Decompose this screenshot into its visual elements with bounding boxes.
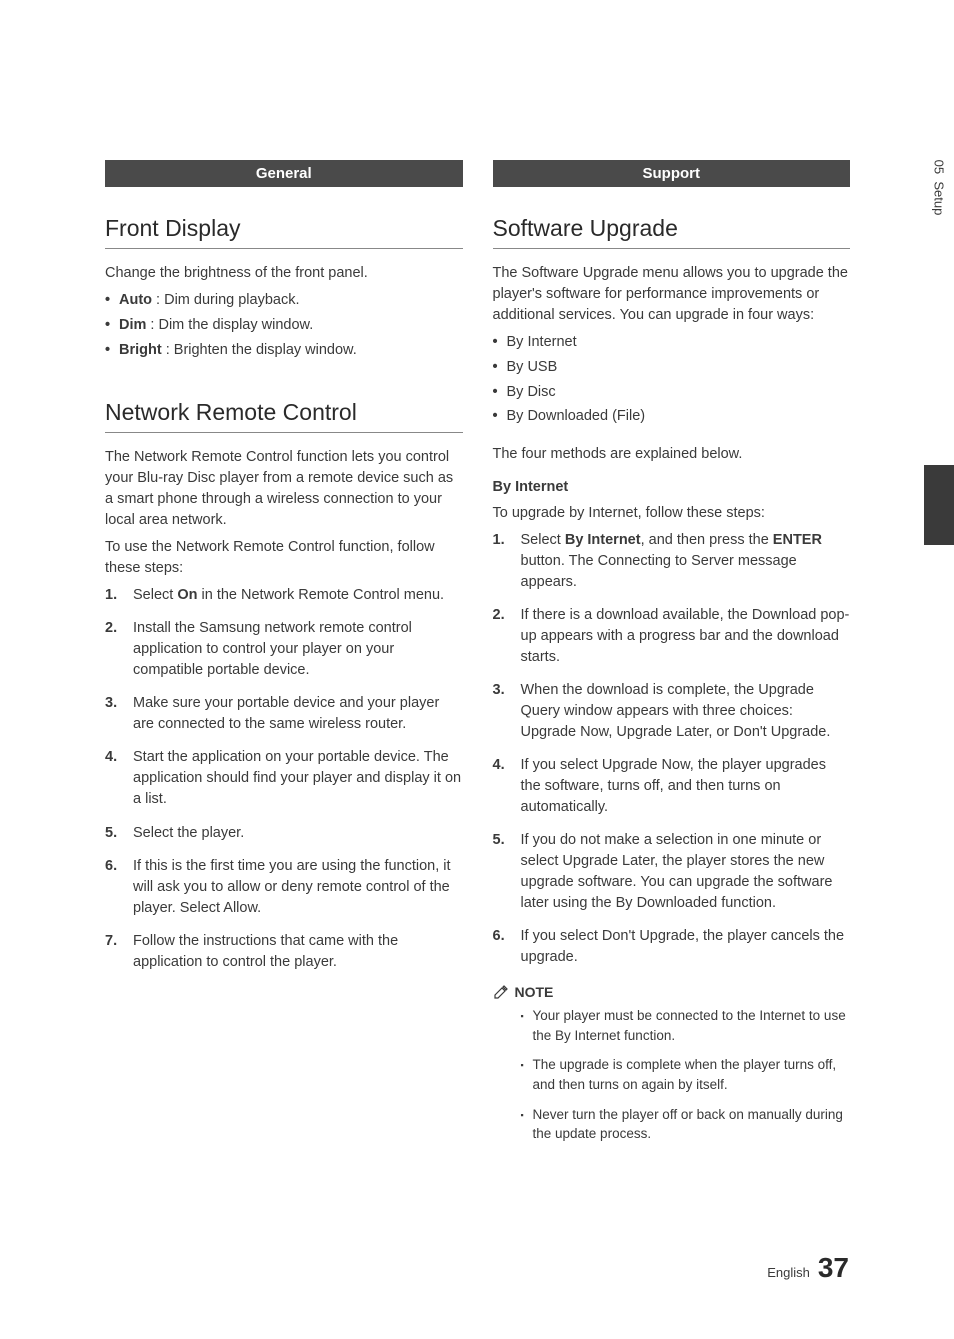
list-item: By Internet [493, 332, 851, 354]
network-remote-title: Network Remote Control [105, 399, 463, 426]
list-item: Install the Samsung network remote contr… [105, 618, 463, 681]
right-column: Support Software Upgrade The Software Up… [493, 160, 851, 1154]
list-item: Bright : Brighten the display window. [105, 340, 463, 362]
pencil-icon [493, 984, 509, 1000]
network-remote-p1: The Network Remote Control function lets… [105, 447, 463, 531]
software-upgrade-outro: The four methods are explained below. [493, 444, 851, 465]
list-item: Never turn the player off or back on man… [521, 1105, 851, 1144]
rule [105, 248, 463, 249]
list-item: If you select Don't Upgrade, the player … [493, 926, 851, 968]
by-internet-steps: Select By Internet, and then press the E… [493, 530, 851, 968]
list-item: By USB [493, 357, 851, 379]
list-item: If this is the first time you are using … [105, 856, 463, 919]
rule [493, 248, 851, 249]
page-content: General Front Display Change the brightn… [105, 160, 850, 1154]
list-item: Follow the instructions that came with t… [105, 931, 463, 973]
side-tab: 05 Setup [924, 160, 954, 545]
list-item: Select On in the Network Remote Control … [105, 585, 463, 606]
side-chapter-label: 05 Setup [932, 160, 947, 216]
list-item: Auto : Dim during playback. [105, 290, 463, 312]
general-header: General [105, 160, 463, 187]
list-item: Start the application on your portable d… [105, 747, 463, 810]
list-item: If you select Upgrade Now, the player up… [493, 755, 851, 818]
list-item: By Downloaded (File) [493, 406, 851, 428]
list-item: When the download is complete, the Upgra… [493, 680, 851, 743]
upgrade-methods-bullets: By Internet By USB By Disc By Downloaded… [493, 332, 851, 428]
list-item: Your player must be connected to the Int… [521, 1006, 851, 1045]
list-item: Make sure your portable device and your … [105, 693, 463, 735]
front-display-intro: Change the brightness of the front panel… [105, 263, 463, 284]
note-label: NOTE [515, 984, 554, 1000]
support-header: Support [493, 160, 851, 187]
list-item: The upgrade is complete when the player … [521, 1055, 851, 1094]
left-column: General Front Display Change the brightn… [105, 160, 463, 1154]
page-footer: English 37 [767, 1252, 849, 1284]
list-item: Select the player. [105, 823, 463, 844]
list-item: Select By Internet, and then press the E… [493, 530, 851, 593]
list-item: By Disc [493, 382, 851, 404]
software-upgrade-intro: The Software Upgrade menu allows you to … [493, 263, 851, 326]
network-remote-p2: To use the Network Remote Control functi… [105, 537, 463, 579]
side-block [924, 465, 954, 545]
by-internet-heading: By Internet [493, 479, 851, 495]
note-header: NOTE [493, 984, 851, 1000]
front-display-title: Front Display [105, 215, 463, 242]
software-upgrade-title: Software Upgrade [493, 215, 851, 242]
footer-page-number: 37 [818, 1252, 849, 1284]
front-display-bullets: Auto : Dim during playback. Dim : Dim th… [105, 290, 463, 361]
list-item: If there is a download available, the Do… [493, 605, 851, 668]
by-internet-intro: To upgrade by Internet, follow these ste… [493, 503, 851, 524]
list-item: Dim : Dim the display window. [105, 315, 463, 337]
rule [105, 432, 463, 433]
list-item: If you do not make a selection in one mi… [493, 830, 851, 914]
note-list: Your player must be connected to the Int… [493, 1006, 851, 1143]
footer-language: English [767, 1265, 810, 1280]
network-remote-steps: Select On in the Network Remote Control … [105, 585, 463, 972]
side-label-area: 05 Setup [924, 160, 954, 465]
